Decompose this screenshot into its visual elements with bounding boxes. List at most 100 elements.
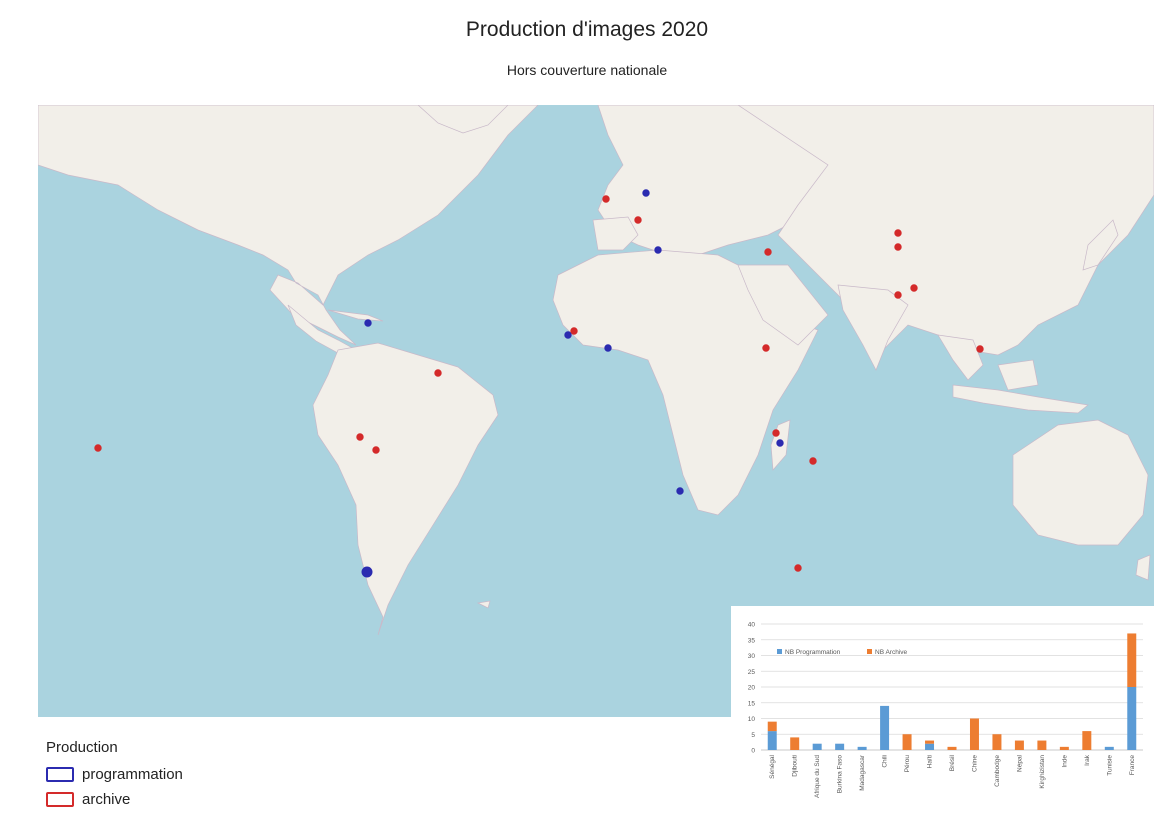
bar-archive [1014, 740, 1024, 750]
production-bar-chart: 0 5 10 15 20 25 30 35 40 Sénégal Djibouti Afrique d… [731, 606, 1154, 821]
map-point-archive[interactable] [570, 327, 578, 335]
map-point-archive[interactable] [894, 291, 902, 299]
x-tick-label: Chine [971, 755, 978, 772]
land-south-america [312, 342, 499, 636]
x-tick-label: Brésil [949, 754, 956, 771]
chart-legend: NB Programmation NB Archive [777, 649, 908, 656]
bar-archive [1127, 633, 1137, 687]
map-point-programmation[interactable] [776, 439, 784, 447]
legend-item-programmation: programmation [46, 762, 183, 787]
x-tick-label: Inde [1061, 755, 1068, 768]
land-iberia [592, 216, 639, 251]
bar-archive [947, 746, 957, 750]
land-japan [1082, 219, 1119, 271]
x-tick-label: Népal [1016, 754, 1023, 772]
bar-programmation [812, 743, 822, 750]
x-tick-label: Haïti [927, 755, 934, 768]
x-tick-label: Tunisie [1106, 755, 1113, 776]
map-point-archive[interactable] [356, 433, 364, 441]
map-point-programmation[interactable] [361, 566, 373, 578]
chart-gridlines [761, 623, 1143, 751]
bar-programmation [880, 705, 890, 750]
land-masses [38, 105, 1154, 636]
page-title: Production d'images 2020 [465, 18, 709, 41]
legend-swatch-programmation [46, 767, 74, 782]
land-se-asia [937, 334, 984, 381]
bar-archive [992, 734, 1002, 750]
map-point-archive[interactable] [794, 564, 802, 572]
bar-archive [767, 721, 777, 732]
map-point-archive[interactable] [894, 229, 902, 237]
y-tick-label: 5 [751, 732, 755, 739]
y-tick-label: 0 [751, 748, 755, 755]
y-tick-label: 30 [748, 653, 756, 660]
chart-legend-label: NB Archive [875, 649, 908, 656]
chart-legend-label: NB Programmation [785, 649, 841, 656]
y-tick-label: 35 [748, 637, 756, 644]
bar-programmation [857, 746, 867, 750]
y-tick-label: 20 [748, 685, 756, 692]
land-indonesia [952, 384, 1089, 414]
bar-archive [790, 737, 800, 750]
land-borneo [997, 359, 1039, 391]
land-north-america [38, 105, 539, 346]
x-tick-label: Djibouti [792, 755, 799, 777]
y-tick-label: 25 [748, 669, 756, 676]
legend-title: Production [46, 739, 118, 756]
y-tick-label: 15 [748, 700, 756, 707]
map-point-programmation[interactable] [654, 246, 662, 254]
map-point-programmation[interactable] [604, 344, 612, 352]
map-point-archive[interactable] [772, 429, 780, 437]
legend-label-archive: archive [82, 791, 131, 808]
map-point-archive[interactable] [762, 344, 770, 352]
bar-archive [1037, 740, 1047, 750]
land-new-zealand [1135, 554, 1151, 581]
map-points [94, 189, 984, 578]
x-tick-label: France [1129, 755, 1136, 776]
map-point-archive[interactable] [634, 216, 642, 224]
legend-swatch-archive [46, 792, 74, 807]
map-point-archive[interactable] [764, 248, 772, 256]
bar-programmation [835, 743, 845, 750]
bar-archive [1059, 746, 1069, 750]
world-map[interactable] [38, 105, 1154, 717]
x-tick-label: Sénégal [769, 754, 776, 778]
map-point-programmation[interactable] [564, 331, 572, 339]
map-point-archive[interactable] [976, 345, 984, 353]
map-point-archive[interactable] [809, 457, 817, 465]
x-tick-label: Madagascar [859, 754, 866, 791]
x-tick-label: Burkina Faso [837, 755, 844, 794]
x-tick-label: Chili [882, 755, 889, 768]
x-tick-label: Kirghizistan [1039, 755, 1046, 789]
bar-archive [969, 718, 979, 750]
x-tick-label: Cambodge [994, 755, 1001, 787]
map-point-archive[interactable] [602, 195, 610, 203]
map-point-archive[interactable] [94, 444, 102, 452]
y-tick-label: 10 [748, 716, 756, 723]
land-india [837, 284, 909, 371]
chart-legend-swatch [867, 649, 872, 654]
map-point-archive[interactable] [434, 369, 442, 377]
y-tick-label: 40 [748, 622, 756, 629]
legend-item-archive: archive [46, 787, 183, 812]
map-point-archive[interactable] [372, 446, 380, 454]
land-south-georgia [476, 600, 491, 609]
x-tick-label: Afrique du Sud [814, 755, 821, 798]
bar-archive [925, 740, 935, 744]
map-point-archive[interactable] [910, 284, 918, 292]
chart-legend-swatch [777, 649, 782, 654]
map-point-programmation[interactable] [642, 189, 650, 197]
map-point-programmation[interactable] [676, 487, 684, 495]
x-tick-label: Irak [1084, 754, 1091, 766]
x-tick-label: Pérou [904, 755, 911, 773]
map-point-programmation[interactable] [364, 319, 372, 327]
land-cuba [327, 309, 384, 322]
bar-programmation [1104, 746, 1114, 750]
bar-archive [902, 734, 912, 750]
bar-programmation [1127, 687, 1137, 750]
land-australia [1012, 419, 1149, 546]
bar-archive [1082, 731, 1092, 750]
legend-label-programmation: programmation [82, 766, 183, 783]
map-point-archive[interactable] [894, 243, 902, 251]
bar-programmation [767, 731, 777, 750]
